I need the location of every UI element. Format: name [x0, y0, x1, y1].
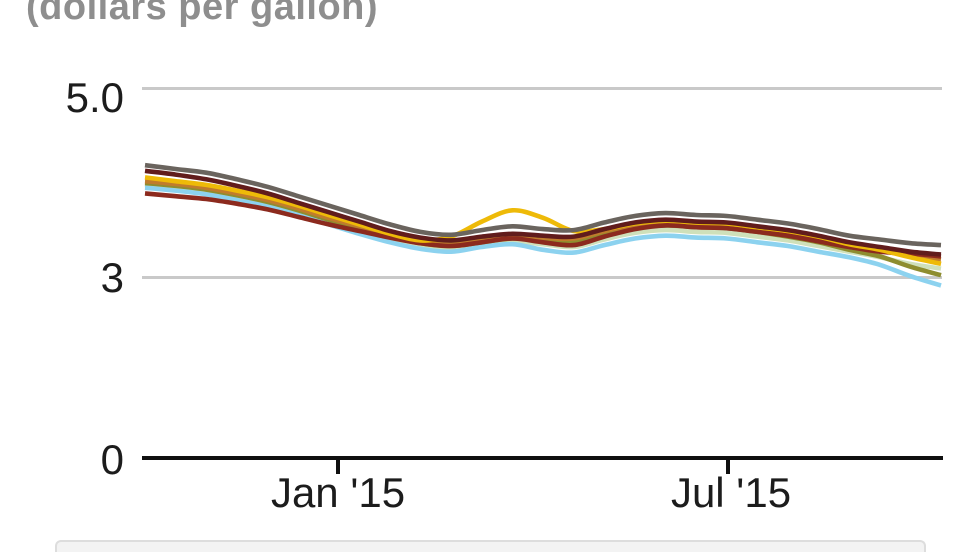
series-line-brick-red — [144, 191, 942, 259]
y-axis-tick-label-0: 0 — [100, 436, 124, 483]
gridline-5.0 — [142, 87, 942, 90]
x-axis-tick-label-jul15: Jul '15 — [670, 469, 792, 516]
x-axis-tick-jul15 — [726, 459, 730, 474]
y-axis-tick-label-5.0: 5.0 — [65, 74, 124, 121]
gridline-3 — [142, 276, 942, 279]
chart-title: (dollars per gallon) — [26, 0, 379, 28]
legend-bar-cutoff — [55, 540, 926, 552]
x-axis-tick-label-jan15: Jan '15 — [270, 469, 406, 516]
x-axis-line — [142, 456, 943, 460]
series-line-sky-blue — [144, 185, 942, 288]
x-axis-tick-jan15 — [336, 459, 340, 474]
y-axis-tick-label-3: 3 — [100, 254, 124, 301]
series-line-dark-maroon — [144, 168, 942, 257]
series-line-gray — [144, 162, 942, 248]
